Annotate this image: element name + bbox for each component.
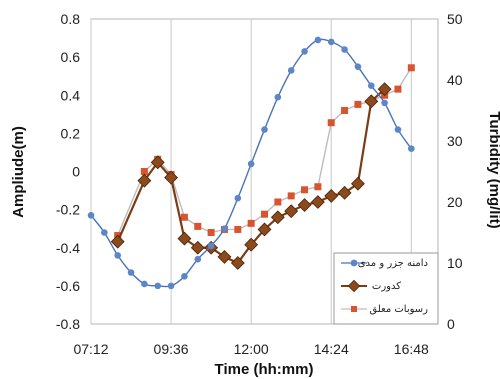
x-tick-label: 09:36: [154, 341, 189, 357]
x-tick-label: 16:48: [394, 341, 429, 357]
sediment-point: [207, 229, 215, 236]
tide-point: [394, 126, 402, 133]
tide-point: [327, 38, 335, 46]
x-axis-ticks: 07:12 09:36 12:00 14:24 16:48: [73, 341, 429, 357]
left-tick-label: 0.4: [61, 87, 81, 103]
sediment-point: [194, 222, 202, 230]
legend-label-sediment: رسوبات معلق: [369, 304, 428, 315]
left-tick-label: 0.2: [61, 125, 81, 141]
tide-point: [234, 194, 242, 202]
sediment-point: [274, 198, 282, 206]
turbidity-point: [310, 195, 325, 209]
tide-point: [381, 99, 388, 107]
sediment-point: [234, 225, 242, 233]
turbidity-point: [257, 222, 272, 237]
sediment-point: [341, 107, 349, 114]
tide-point: [194, 255, 202, 263]
left-tick-label: -0.8: [56, 316, 80, 332]
tide-point: [274, 93, 282, 101]
legend-marker-diamond: [347, 279, 361, 293]
turbidity-point: [150, 155, 165, 170]
tide-point: [141, 280, 148, 288]
turbidity-point: [217, 249, 232, 264]
sediment-point: [314, 183, 322, 191]
tide-point: [221, 225, 228, 232]
left-axis-ticks: -0.8 -0.6 -0.4 -0.2 0 0.2 0.4 0.6 0.8: [56, 11, 80, 332]
turbidity-point: [177, 231, 192, 246]
tide-point: [354, 63, 362, 70]
tide-point: [247, 160, 255, 168]
left-axis-title: Ampliude(m): [10, 126, 27, 218]
turbidity-point: [230, 256, 245, 270]
tide-point: [114, 252, 121, 259]
tide-point: [287, 67, 295, 74]
series-layer: [87, 36, 415, 290]
turbidity-point: [337, 185, 352, 200]
sediment-point: [354, 100, 362, 108]
left-tick-label: 0.6: [61, 49, 81, 65]
legend-marker-square: [351, 306, 357, 312]
turbidity-point: [164, 170, 179, 185]
tide-point: [154, 282, 162, 290]
tide-point: [101, 229, 108, 236]
right-axis-title: Turbidity (mg/lit): [486, 111, 500, 228]
legend-label-tide: دامنه جزر و مدی: [358, 258, 428, 269]
sediment-point: [407, 64, 415, 72]
legend-entry-sediment: رسوبات معلق: [341, 304, 428, 315]
tide-point: [127, 269, 135, 276]
right-tick-label: 0: [447, 316, 455, 332]
tide-point: [341, 46, 348, 53]
turbidity-point: [364, 94, 379, 109]
x-tick-label: 14:24: [314, 341, 349, 357]
tide-point: [408, 145, 415, 152]
sediment-point: [327, 119, 335, 127]
legend-entry-tide: دامنه جزر و مدی: [341, 258, 428, 269]
right-tick-label: 30: [447, 133, 463, 149]
right-tick-label: 40: [447, 72, 463, 88]
turbidity-point: [190, 240, 205, 255]
left-tick-label: -0.4: [56, 240, 80, 256]
sediment-point: [394, 85, 402, 93]
left-tick-label: -0.2: [56, 202, 80, 218]
tide-point: [261, 126, 268, 133]
left-tick-label: 0: [72, 164, 80, 180]
left-tick-label: 0.8: [61, 11, 81, 27]
tide-point: [87, 212, 95, 219]
turbidity-point: [297, 198, 312, 212]
sediment-point: [247, 219, 255, 227]
turbidity-point: [350, 176, 365, 191]
left-tick-label: -0.6: [56, 278, 80, 294]
tide-point: [314, 36, 322, 44]
tide-point: [301, 48, 308, 55]
sediment-point: [301, 186, 309, 194]
right-tick-label: 20: [447, 194, 463, 210]
tide-point: [207, 242, 215, 250]
turbidity-point: [377, 82, 392, 97]
right-axis-ticks: 0 10 20 30 40 50: [447, 11, 463, 332]
series-line-sediment: [117, 67, 412, 236]
tide-point: [167, 282, 175, 290]
legend-entry-turbidity: کدورت: [341, 279, 401, 293]
right-tick-label: 50: [447, 11, 463, 27]
legend-label-turbidity: کدورت: [372, 281, 401, 292]
right-tick-label: 10: [447, 255, 463, 271]
turbidity-point: [137, 173, 152, 188]
turbidity-point: [284, 204, 299, 219]
legend-marker-circle: [350, 259, 358, 267]
tide-point: [367, 82, 375, 90]
x-tick-label: 07:12: [73, 341, 108, 357]
turbidity-point: [270, 210, 285, 225]
sediment-point: [261, 210, 268, 218]
sediment-point: [180, 213, 188, 221]
legend: دامنه جزر و مدی کدورت رسوبات معلق: [333, 252, 439, 325]
sediment-point: [287, 192, 295, 200]
x-tick-label: 12:00: [234, 341, 269, 357]
tide-point: [181, 273, 188, 280]
x-axis-title: Time (hh:mm): [215, 361, 314, 378]
sediment-point: [140, 168, 148, 175]
turbidity-point: [324, 188, 339, 203]
turbidity-point: [110, 234, 125, 249]
turbidity-point: [244, 237, 259, 252]
